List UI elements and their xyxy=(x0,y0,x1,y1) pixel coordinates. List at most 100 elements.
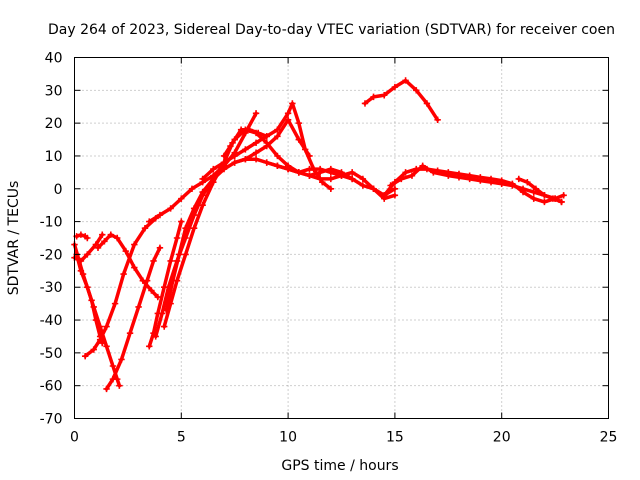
data-point xyxy=(156,211,164,219)
x-tick-label: 20 xyxy=(493,430,511,446)
data-point xyxy=(348,175,356,183)
data-point xyxy=(81,352,89,360)
y-tick-label: -60 xyxy=(40,379,63,395)
data-point xyxy=(391,83,399,91)
data-point xyxy=(92,316,100,324)
data-point xyxy=(413,87,420,94)
series-line xyxy=(232,157,397,198)
data-point xyxy=(284,165,292,173)
series-line xyxy=(164,118,312,312)
data-point xyxy=(131,264,138,271)
data-point xyxy=(359,182,367,189)
data-point xyxy=(190,224,198,232)
data-point xyxy=(242,156,249,163)
data-point xyxy=(558,198,565,206)
data-point xyxy=(126,329,134,337)
data-point xyxy=(120,270,127,278)
data-point xyxy=(109,375,117,383)
data-point xyxy=(361,100,369,107)
data-point xyxy=(391,192,399,199)
data-point xyxy=(103,385,110,393)
data-point xyxy=(107,231,115,238)
data-point xyxy=(167,205,174,212)
data-point xyxy=(188,185,196,192)
y-tick-label: 30 xyxy=(45,83,63,99)
data-point xyxy=(306,172,313,179)
data-point xyxy=(90,346,97,353)
data-point xyxy=(84,234,91,242)
data-point xyxy=(402,169,409,176)
series-track-17 xyxy=(361,77,441,124)
data-point xyxy=(515,175,522,183)
data-point xyxy=(370,93,377,101)
series-track-13 xyxy=(199,100,335,192)
data-point xyxy=(477,177,484,184)
data-point xyxy=(175,251,183,258)
series-track-16 xyxy=(263,159,399,202)
series-line xyxy=(104,246,162,391)
data-point xyxy=(92,241,100,248)
data-point xyxy=(289,100,296,107)
data-point xyxy=(199,175,206,183)
data-point xyxy=(210,172,217,179)
series-track-8 xyxy=(146,218,185,350)
data-point xyxy=(109,362,117,370)
data-point xyxy=(274,152,281,160)
data-point xyxy=(173,234,181,242)
data-point xyxy=(146,343,153,350)
data-point xyxy=(434,116,441,124)
y-tick-label: 0 xyxy=(54,182,63,198)
data-point xyxy=(316,175,324,183)
data-point xyxy=(156,244,164,252)
x-tick-label: 10 xyxy=(279,430,297,446)
data-point xyxy=(327,185,335,192)
data-point xyxy=(560,192,567,199)
data-point xyxy=(370,185,377,192)
data-point xyxy=(111,300,119,307)
data-point xyxy=(532,185,540,192)
series-track-12 xyxy=(146,110,260,225)
data-point xyxy=(327,175,335,183)
data-point xyxy=(152,333,159,340)
data-point xyxy=(327,169,335,176)
data-point xyxy=(231,159,238,166)
y-tick-label: -50 xyxy=(40,346,63,362)
data-point xyxy=(263,159,270,166)
y-tick-label: -30 xyxy=(40,280,63,296)
data-point xyxy=(284,116,292,124)
data-point xyxy=(306,165,313,173)
y-tick-label: -10 xyxy=(40,215,63,231)
data-point xyxy=(402,77,409,84)
data-point xyxy=(141,224,149,232)
data-point xyxy=(77,257,85,265)
data-point xyxy=(84,251,91,258)
series-track-10 xyxy=(161,126,270,330)
data-point xyxy=(466,175,473,183)
data-point xyxy=(284,110,292,117)
data-point xyxy=(146,218,153,225)
data-point xyxy=(274,162,281,169)
series-track-11 xyxy=(163,116,313,314)
data-point xyxy=(158,310,166,317)
data-point xyxy=(301,146,309,153)
data-point xyxy=(445,172,452,179)
data-point xyxy=(135,303,142,311)
series-line xyxy=(382,167,564,204)
data-point xyxy=(524,179,531,186)
series-track-18 xyxy=(381,165,565,206)
data-point xyxy=(231,136,238,143)
x-tick-label: 25 xyxy=(600,430,618,446)
y-axis-label: SDTVAR / TECUs xyxy=(6,181,22,296)
data-point xyxy=(242,126,249,133)
data-point xyxy=(430,169,437,176)
data-point xyxy=(455,174,463,181)
series-track-4 xyxy=(71,231,106,265)
data-point xyxy=(139,277,147,284)
series-track-6 xyxy=(103,244,164,393)
data-point xyxy=(88,297,95,304)
data-point xyxy=(178,218,185,225)
data-point xyxy=(220,152,228,160)
data-point xyxy=(220,159,228,166)
data-point xyxy=(423,100,431,107)
